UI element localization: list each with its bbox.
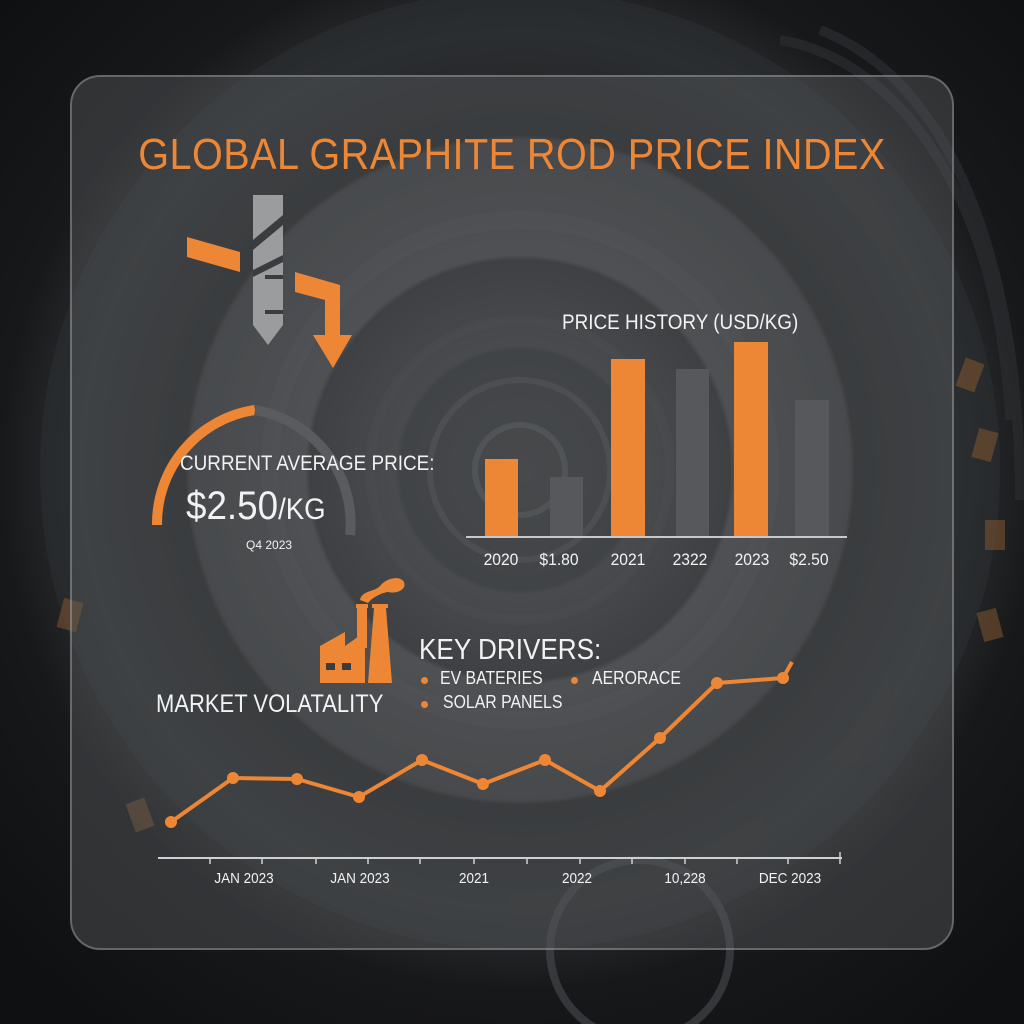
key-drivers-title: KEY DRIVERS: <box>419 634 602 666</box>
bar-2021 <box>611 359 645 536</box>
bar-label: 2021 <box>610 550 646 569</box>
x-tick-label: 10,228 <box>664 870 706 887</box>
bar-label: 2023 <box>734 550 770 569</box>
price-amount: $2.50 <box>186 484 279 528</box>
x-tick-label: DEC 2023 <box>758 870 822 887</box>
bullet-icon <box>421 701 428 708</box>
drill-bit-icon <box>253 195 283 345</box>
bar-label: $2.50 <box>789 550 829 569</box>
price-history-title: PRICE HISTORY (USD/KG) <box>562 311 799 334</box>
x-tick-label: 2022 <box>561 870 593 887</box>
key-driver-item: SOLAR PANELS <box>443 692 563 712</box>
bullet-icon <box>421 677 428 684</box>
bullet-icon <box>571 677 578 684</box>
current-price-label: CURRENT AVERAGE PRICE: <box>180 452 435 475</box>
factory-icon <box>320 578 405 683</box>
price-unit: /KG <box>278 493 326 526</box>
volatility-line <box>169 661 794 824</box>
down-arrow-icon <box>295 272 352 368</box>
page-title: GLOBAL GRAPHITE ROD PRICE INDEX <box>138 130 886 179</box>
bar-2322 <box>676 369 709 536</box>
x-tick-label: JAN 2023 <box>330 870 390 887</box>
bar-1-80 <box>550 477 583 536</box>
key-driver-item: AERORACE <box>592 668 681 688</box>
volatility-points <box>165 672 789 828</box>
price-period: Q4 2023 <box>246 538 293 552</box>
bar-label: $1.80 <box>539 550 579 569</box>
current-price-value: $2.50/KG <box>186 484 326 529</box>
bar-2-50 <box>795 400 829 536</box>
bar-label: 2020 <box>483 550 519 569</box>
bar-2020 <box>485 459 518 536</box>
market-volatility-label: MARKET VOLATALITY <box>156 690 384 718</box>
bar-2023 <box>734 342 768 536</box>
orange-dash-icon <box>187 237 240 272</box>
x-tick-label: JAN 2023 <box>214 870 274 887</box>
key-driver-item: EV BATERIES <box>440 668 543 688</box>
x-tick-label: 2021 <box>458 870 490 887</box>
bar-label: 2322 <box>672 550 708 569</box>
semicircle-gauge-icon <box>151 405 356 536</box>
x-axis-ticks <box>209 852 841 864</box>
